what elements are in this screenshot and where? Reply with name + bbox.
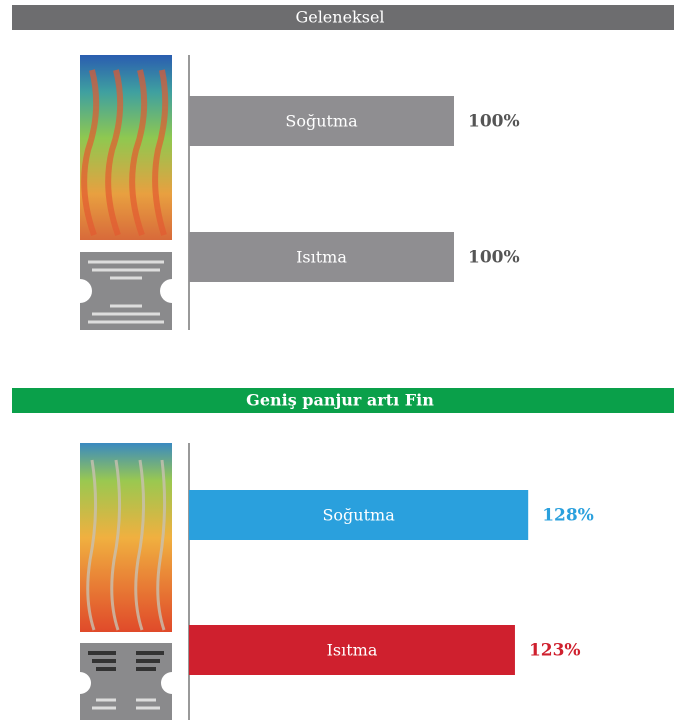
value-label: 100% — [468, 248, 520, 268]
bar-category: Soğutma — [285, 112, 358, 131]
value-label: 123% — [529, 641, 581, 661]
value-label: 128% — [542, 506, 594, 526]
section-title: Geniş panjur artı Fin — [246, 391, 434, 410]
section-header — [12, 388, 674, 413]
bar — [189, 96, 454, 146]
fin-icon — [68, 252, 184, 330]
value-label: 100% — [468, 112, 520, 132]
fin-icon — [69, 643, 183, 720]
thermal-image — [80, 55, 172, 240]
section-title: Geleneksel — [295, 8, 384, 27]
section-header — [12, 5, 674, 30]
bar — [189, 490, 529, 540]
bar — [189, 232, 454, 282]
thermal-image — [80, 443, 172, 632]
bar-category: Soğutma — [322, 506, 395, 525]
bar-category: Isıtma — [327, 641, 378, 660]
bar-category: Isıtma — [296, 248, 347, 267]
bar — [189, 625, 515, 675]
